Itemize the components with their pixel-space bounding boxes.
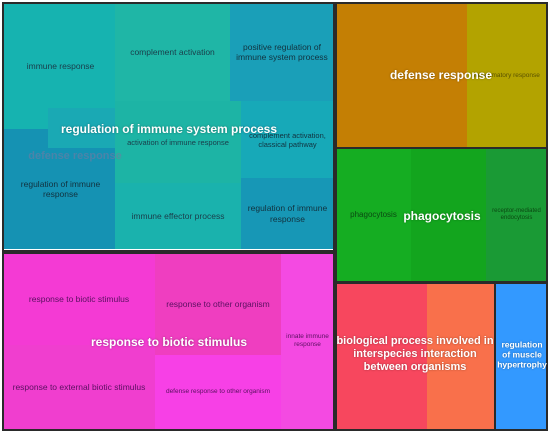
- tile-label: response to external biotic stimulus: [12, 381, 146, 392]
- group-label-biological-process-involved-in-interspecies-interaction-between-organisms: biological process involved in interspec…: [336, 335, 494, 374]
- tile-biological-process-involved-in-interspecies-interaction-between-organisms: [427, 282, 495, 429]
- tile-label: receptor-mediated endocytosis: [492, 207, 541, 221]
- tile-label: complement activation: [130, 46, 215, 57]
- tile-phagocytosis: [411, 148, 486, 282]
- group-label-regulation-of-muscle-hypertrophy: regulation of muscle hypertrophy: [497, 339, 547, 371]
- tile-label: innate immune response: [286, 333, 329, 348]
- tile-label: response to other organism: [166, 298, 270, 309]
- tile-label: immune response: [26, 60, 95, 71]
- tile-label: regulation of immune response: [247, 203, 328, 224]
- tile-immune-effector-process: immune effector process: [115, 183, 241, 249]
- tile-defense-response: [336, 3, 467, 148]
- tile-positive-regulation-of-immune-system-process: positive regulation of immune system pro…: [230, 3, 334, 101]
- tile-complement-activation: complement activation: [115, 3, 230, 101]
- tile-biological-process-involved-in-interspecies-interaction-between-organisms: [336, 282, 427, 429]
- tile-regulation-of-immune-response: regulation of immune response: [241, 178, 334, 249]
- tile-label: response to biotic stimulus: [28, 293, 130, 304]
- ghost-label: defense response: [28, 150, 122, 162]
- tile-complement-activation-classical-pathway: complement activation, classical pathway: [241, 101, 334, 178]
- tile-label: inflammatory response: [474, 71, 540, 79]
- tile-receptor-mediated-endocytosis: receptor-mediated endocytosis: [486, 148, 547, 282]
- tile-activation-of-immune-response: activation of immune response: [115, 101, 241, 183]
- tile-response-to-other-organism: response to other organism: [155, 253, 281, 355]
- group-label-defense-response: defense response: [389, 67, 493, 82]
- tile-phagocytosis: phagocytosis: [336, 148, 411, 282]
- tile-response-to-biotic-stimulus: response to biotic stimulus: [3, 253, 155, 345]
- group-label-phagocytosis: phagocytosis: [403, 208, 481, 223]
- tile-label: positive regulation of immune system pro…: [236, 41, 328, 62]
- tile-regulation-of-immune-response: regulation of immune response: [3, 129, 118, 249]
- tile-label: complement activation, classical pathway: [249, 130, 326, 149]
- group-label-regulation-of-immune-system-process: regulation of immune system process: [60, 121, 278, 136]
- tile-innate-immune-response: innate immune response: [281, 253, 334, 429]
- tile-defense-response-to-other-organism: defense response to other organism: [155, 355, 281, 429]
- tile-inflammatory-response: inflammatory response: [467, 3, 547, 148]
- tile-label: immune effector process: [131, 210, 225, 221]
- tile-label: regulation of immune response: [20, 178, 101, 199]
- group-label-response-to-biotic-stimulus: response to biotic stimulus: [90, 334, 248, 349]
- tile-regulation-of-muscle-hypertrophy: [495, 282, 547, 429]
- tile-response-to-external-biotic-stimulus: response to external biotic stimulus: [3, 345, 155, 429]
- tile-label: phagocytosis: [350, 210, 397, 220]
- tile-label: activation of immune response: [127, 137, 229, 147]
- tile-label: defense response to other organism: [165, 388, 271, 396]
